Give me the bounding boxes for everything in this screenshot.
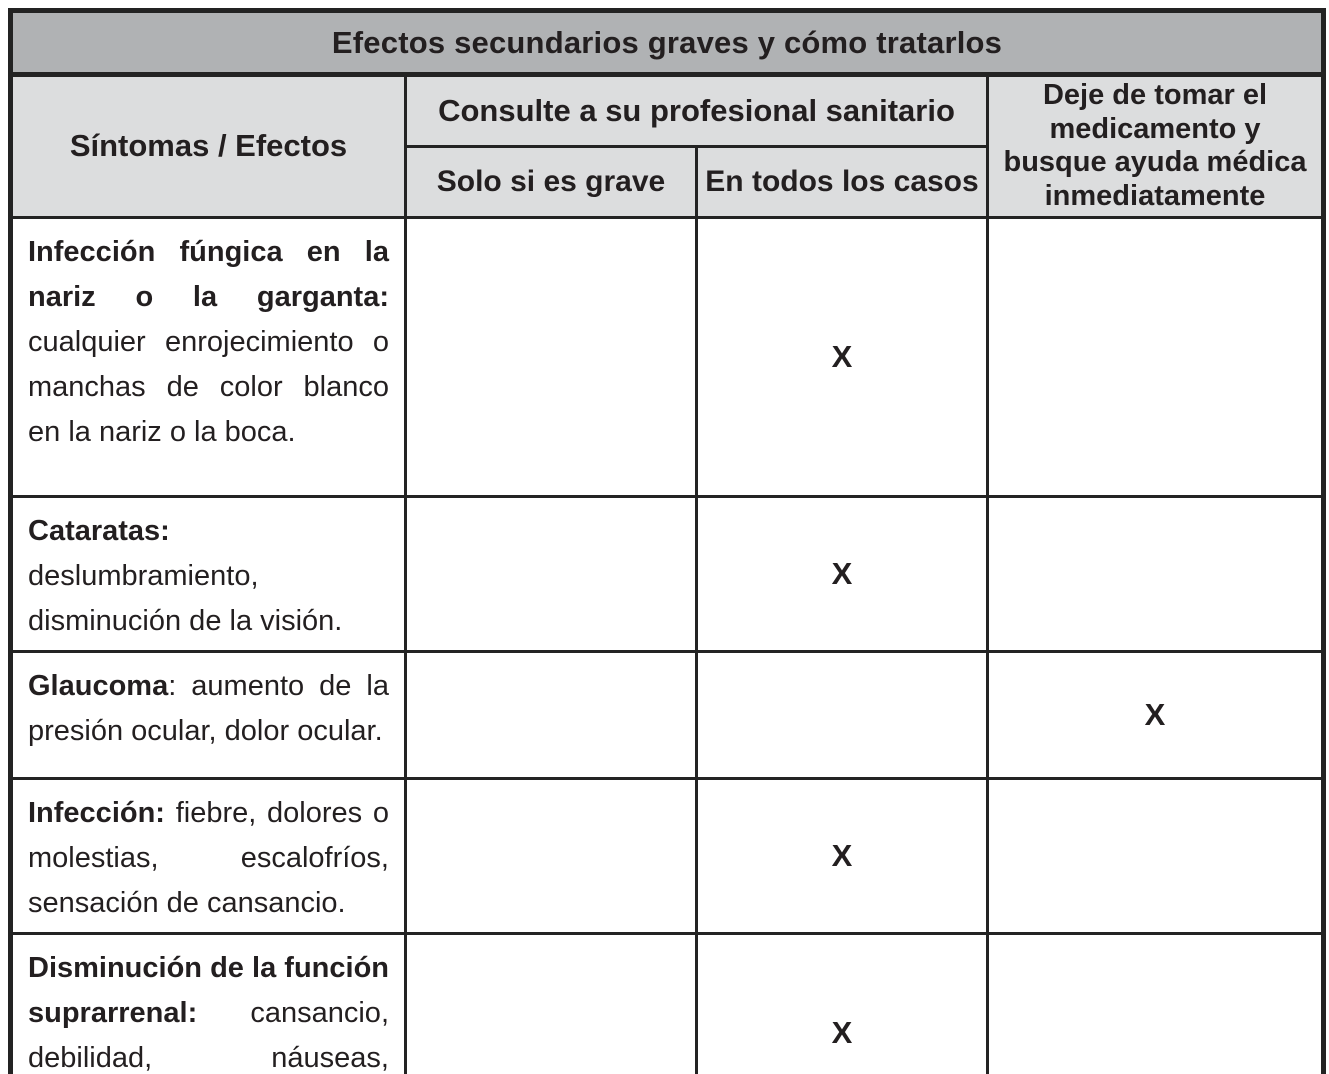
- cell-in-all-cases: X: [695, 494, 989, 653]
- header-row-top: Síntomas / Efectos Consulte a su profesi…: [9, 72, 1326, 219]
- header-row-sub: Solo si es grave En todos los casos: [11, 145, 1324, 219]
- symptom-name: Glaucoma: [28, 669, 169, 702]
- symptom-description: deslumbramiento, disminución de la visió…: [28, 559, 343, 637]
- cell-in-all-cases: [695, 649, 989, 780]
- header-symptoms: Síntomas / Efectos: [9, 73, 407, 219]
- symptom-name: Cataratas:: [28, 514, 170, 547]
- side-effects-table: Efectos secundarios graves y cómo tratar…: [8, 8, 1327, 1074]
- table-row: Glaucoma: aumento de la presión ocular, …: [9, 649, 1326, 780]
- symptom-name: Disminución de la función suprarrenal:: [28, 951, 389, 1029]
- cell-stop-medication: X: [985, 649, 1326, 780]
- table-row: Infección fúngica en la nariz o la garga…: [9, 215, 1326, 498]
- cell-stop-medication: [985, 776, 1326, 935]
- symptom-description: : aumento de la presión ocular, dolor oc…: [28, 669, 389, 747]
- cell-stop-medication: [985, 494, 1326, 653]
- symptom-description: cansancio, debilidad, náuseas, vómitos.: [28, 996, 389, 1074]
- header-stop-medication: Deje de tomar el medicamento y busque ay…: [985, 73, 1326, 219]
- cell-in-all-cases: X: [695, 931, 989, 1074]
- cell-only-if-severe: [404, 931, 698, 1074]
- header-in-all-cases: En todos los casos: [695, 145, 989, 219]
- symptom-name: Infección fúngica en la nariz o la garga…: [28, 235, 389, 313]
- symptom-cell: Cataratas: deslumbramiento, disminución …: [9, 494, 407, 653]
- table-row: Infección: fiebre, dolores o molestias, …: [9, 776, 1326, 935]
- symptom-cell: Infección fúngica en la nariz o la garga…: [9, 215, 407, 498]
- table-row: Disminución de la función suprarrenal: c…: [9, 931, 1326, 1074]
- cell-in-all-cases: X: [695, 776, 989, 935]
- cell-only-if-severe: [404, 776, 698, 935]
- symptom-cell: Disminución de la función suprarrenal: c…: [9, 931, 407, 1074]
- header-consult-professional: Consulte a su profesional sanitario: [404, 72, 989, 149]
- cell-only-if-severe: [404, 649, 698, 780]
- table-title: Efectos secundarios graves y cómo tratar…: [8, 9, 1326, 77]
- header-only-if-severe: Solo si es grave: [404, 145, 698, 219]
- title-row: Efectos secundarios graves y cómo tratar…: [8, 9, 1326, 77]
- symptom-description: cualquier enrojecimiento o manchas de co…: [28, 325, 389, 448]
- symptom-cell: Infección: fiebre, dolores o molestias, …: [9, 776, 407, 935]
- table-row: Cataratas: deslumbramiento, disminución …: [9, 494, 1326, 653]
- cell-stop-medication: [985, 931, 1326, 1074]
- symptom-name: Infección:: [28, 796, 165, 829]
- cell-only-if-severe: [404, 494, 698, 653]
- symptom-cell: Glaucoma: aumento de la presión ocular, …: [9, 649, 407, 780]
- cell-stop-medication: [985, 215, 1326, 498]
- cell-only-if-severe: [404, 215, 698, 498]
- cell-in-all-cases: X: [695, 215, 989, 498]
- symptom-description: fiebre, dolores o molestias, escalofríos…: [28, 796, 389, 919]
